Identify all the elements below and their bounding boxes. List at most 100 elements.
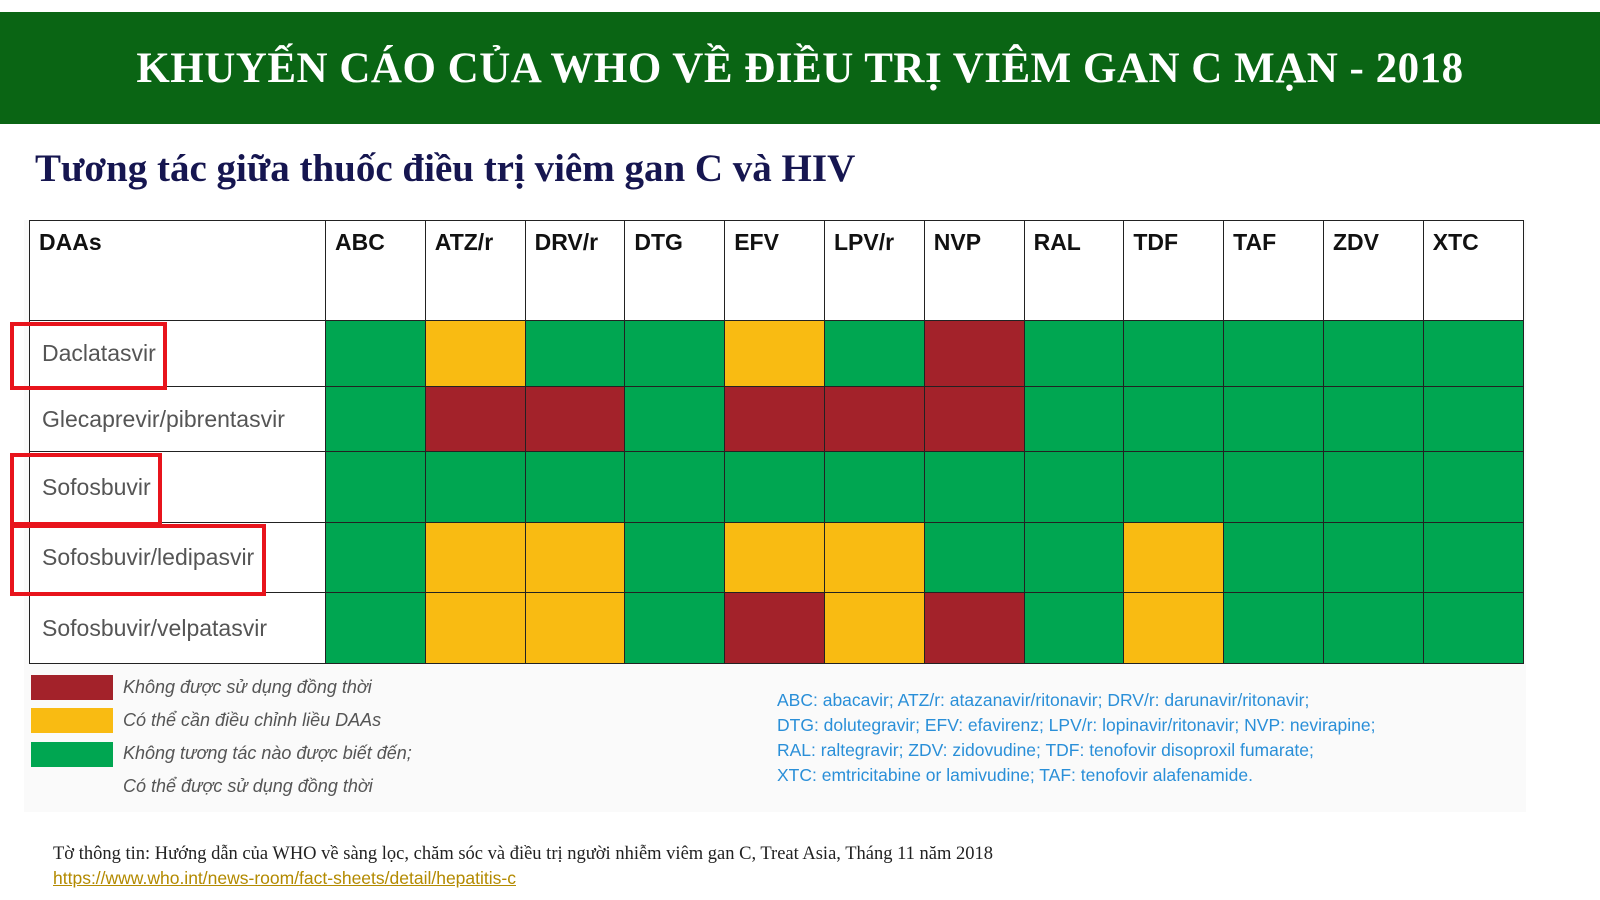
interaction-cell-green [624,592,726,664]
interaction-cell-green [624,320,726,387]
abbreviation-line: ABC: abacavir; ATZ/r: atazanavir/ritonav… [777,690,1310,710]
interaction-cell-green [624,386,726,452]
interaction-cell-green [823,320,925,387]
interaction-cell-green [524,451,626,523]
highlight-box [9,321,168,390]
column-header: RAL [1023,220,1125,321]
drug-name-cell: Sofosbuvir [29,451,326,523]
legend-red-swatch [31,675,113,700]
highlight-box [9,523,266,596]
column-header: TAF [1223,220,1324,321]
drug-name-cell: Glecaprevir/pibrentasvir [29,386,326,452]
interaction-cell-red [823,386,925,452]
interaction-cell-green [325,592,426,664]
interaction-cell-green [1422,451,1524,523]
source-link[interactable]: https://www.who.int/news-room/fact-sheet… [53,868,516,888]
interaction-cell-green [1123,320,1225,387]
abbreviations: ABC: abacavir; ATZ/r: atazanavir/ritonav… [777,688,1497,788]
interaction-cell-green [325,451,426,523]
column-header: DRV/r [524,220,626,321]
interaction-cell-yellow [524,522,626,593]
column-header: EFV [724,220,825,321]
interaction-cell-green [1322,320,1424,387]
drug-name-cell: Sofosbuvir/ledipasvir [29,522,326,593]
table-row: Glecaprevir/pibrentasvir [29,386,1524,452]
column-header: TDF [1123,220,1225,321]
highlight-box [9,452,163,526]
interaction-cell-yellow [1123,522,1225,593]
table-header-row: DAAs ABC ATZ/r DRV/r DTG EFV LPV/r NVP RAL TDF TA… [29,220,1524,321]
abbreviation-line: XTC: emtricitabine or lamivudine; TAF: t… [777,765,1253,785]
interaction-cell-green [1223,592,1324,664]
interaction-cell-red [923,320,1025,387]
interaction-cell-green [1223,386,1324,452]
interaction-cell-green [1223,451,1324,523]
interaction-cell-green [624,522,726,593]
abbreviation-line: DTG: dolutegravir; EFV: efavirenz; LPV/r… [777,715,1376,735]
interaction-cell-yellow [823,522,925,593]
abbreviation-line: RAL: raltegravir; ZDV: zidovudine; TDF: … [777,740,1314,760]
interaction-cell-green [724,451,825,523]
drug-name-cell: Daclatasvir [29,320,326,387]
interaction-cell-green [1322,386,1424,452]
legend-yellow-label: Có thể cần điều chỉnh liều DAAs [123,710,382,730]
interaction-cell-yellow [724,320,825,387]
legend-yellow-swatch [31,708,113,733]
interaction-cell-green [424,451,526,523]
interaction-cell-red [524,386,626,452]
interaction-cell-red [424,386,526,452]
column-header: XTC [1422,220,1524,321]
column-header: NVP [923,220,1025,321]
interaction-cell-red [923,386,1025,452]
interaction-cell-green [524,320,626,387]
interaction-cell-green [1023,592,1125,664]
interaction-cell-green [1322,522,1424,593]
interaction-cell-green [1322,451,1424,523]
interaction-cell-green [1023,320,1125,387]
column-header: ABC [325,220,426,321]
interaction-table: DAAs ABC ATZ/r DRV/r DTG EFV LPV/r NVP RAL TDF TA… [29,220,1524,664]
interaction-cell-green [1223,522,1324,593]
interaction-cell-green [1023,451,1125,523]
interaction-cell-green [923,522,1025,593]
page-subtitle: Tương tác giữa thuốc điều trị viêm gan C… [35,147,856,190]
legend-green-label-2: Có thể được sử dụng đồng thời [123,776,373,796]
interaction-cell-green [823,451,925,523]
interaction-cell-red [923,592,1025,664]
legend-green-swatch [31,742,113,767]
drug-name-cell: Sofosbuvir/velpatasvir [29,592,326,664]
interaction-cell-yellow [524,592,626,664]
table-row: Daclatasvir [29,320,1524,387]
column-header: ZDV [1322,220,1424,321]
legend-green-label-1: Không tương tác nào được biết đến; [123,743,412,763]
column-header: LPV/r [823,220,925,321]
interaction-cell-green [1422,522,1524,593]
interaction-cell-green [624,451,726,523]
interaction-cell-red [724,592,825,664]
interaction-cell-green [1422,592,1524,664]
legend-red-label: Không được sử dụng đồng thời [123,677,372,697]
interaction-cell-green [1023,522,1125,593]
interaction-cell-yellow [424,592,526,664]
corner-header: DAAs [29,220,326,321]
interaction-cell-green [923,451,1025,523]
interaction-cell-green [325,320,426,387]
interaction-cell-yellow [1123,592,1225,664]
interaction-cell-green [1422,320,1524,387]
column-header: DTG [624,220,726,321]
interaction-cell-yellow [724,522,825,593]
table-row: Sofosbuvir/ledipasvir [29,522,1524,593]
interaction-cell-green [1223,320,1324,387]
source-citation: Tờ thông tin: Hướng dẫn của WHO về sàng … [53,844,993,864]
banner-title: KHUYẾN CÁO CỦA WHO VỀ ĐIỀU TRỊ VIÊM GAN … [136,44,1464,92]
interaction-cell-green [1422,386,1524,452]
column-header: ATZ/r [424,220,526,321]
interaction-cell-green [325,522,426,593]
interaction-cell-green [1123,451,1225,523]
interaction-cell-green [1023,386,1125,452]
table-row: Sofosbuvir/velpatasvir [29,592,1524,664]
interaction-cell-yellow [823,592,925,664]
interaction-cell-green [1322,592,1424,664]
interaction-cell-green [325,386,426,452]
interaction-cell-green [1123,386,1225,452]
